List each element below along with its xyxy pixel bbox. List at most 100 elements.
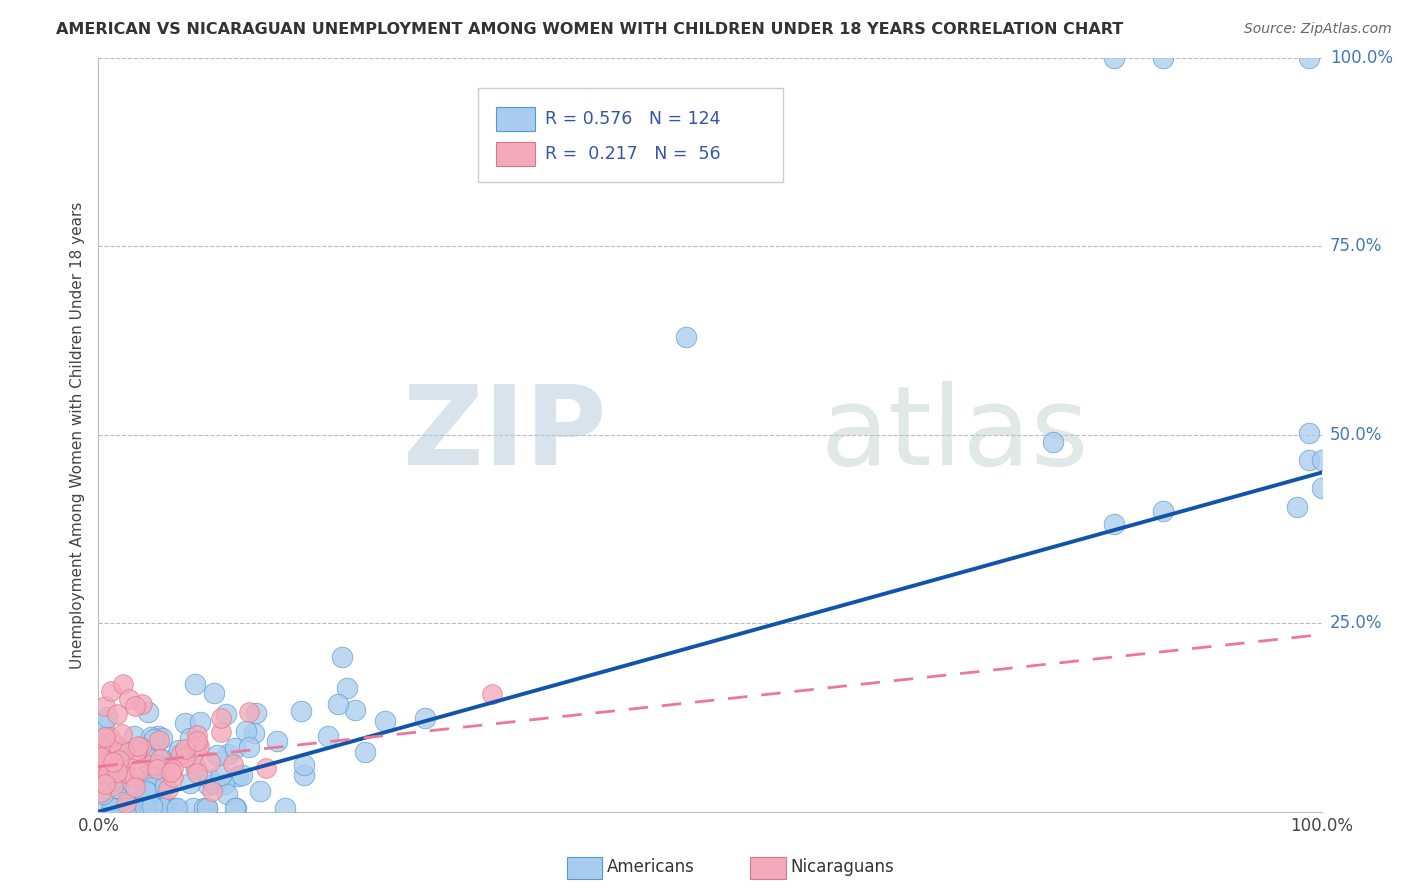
Point: [173, 715, 195, 730]
Point: [138, 786, 160, 800]
Point: [134, 801, 156, 815]
Point: [226, 769, 249, 783]
Point: [195, 801, 218, 815]
Point: [166, 747, 188, 762]
Point: [183, 756, 205, 771]
Point: [118, 801, 141, 815]
Point: [110, 743, 132, 757]
Point: [184, 762, 207, 776]
Point: [139, 758, 162, 772]
Point: [166, 801, 188, 815]
Point: [115, 801, 138, 815]
Point: [103, 801, 125, 815]
Point: [124, 699, 146, 714]
Point: [120, 801, 142, 815]
Point: [127, 801, 149, 815]
Text: Americans: Americans: [607, 858, 695, 876]
Point: [127, 801, 149, 815]
Point: [93, 699, 115, 714]
Point: [238, 705, 260, 719]
Text: 100.0%: 100.0%: [1330, 49, 1393, 67]
Point: [134, 800, 156, 814]
Point: [89, 738, 111, 752]
Point: [224, 740, 246, 755]
Point: [1310, 481, 1333, 495]
Point: [238, 740, 260, 755]
Point: [112, 744, 135, 758]
Point: [93, 777, 115, 791]
Point: [90, 749, 112, 764]
Point: [111, 676, 134, 690]
Point: [139, 774, 162, 789]
Point: [413, 711, 436, 725]
Point: [202, 777, 225, 791]
Point: [141, 730, 163, 744]
Point: [146, 762, 169, 776]
Text: R =  0.217   N =  56: R = 0.217 N = 56: [546, 145, 720, 162]
Point: [292, 767, 315, 781]
Point: [139, 787, 162, 801]
Point: [141, 747, 163, 762]
Point: [353, 745, 375, 759]
Point: [118, 801, 141, 815]
Point: [1152, 51, 1174, 65]
Point: [187, 739, 209, 753]
Point: [249, 784, 271, 798]
Point: [326, 697, 349, 711]
Point: [193, 801, 215, 815]
Point: [344, 703, 367, 717]
Point: [374, 714, 396, 728]
Point: [336, 681, 359, 696]
Point: [100, 731, 122, 745]
Point: [254, 761, 277, 775]
Point: [139, 770, 162, 784]
Point: [1102, 51, 1125, 65]
Point: [183, 677, 205, 691]
Point: [174, 749, 197, 764]
Point: [217, 747, 239, 762]
Point: [135, 783, 157, 797]
Point: [160, 801, 183, 815]
Point: [93, 763, 115, 777]
Point: [174, 742, 197, 756]
Point: [129, 739, 152, 754]
Point: [142, 780, 165, 794]
Point: [186, 738, 208, 752]
Point: [149, 752, 172, 766]
Point: [90, 785, 112, 799]
Point: [104, 739, 127, 754]
Point: [127, 801, 149, 815]
Point: [124, 754, 146, 768]
Point: [89, 772, 111, 787]
Point: [94, 729, 117, 743]
Point: [150, 731, 173, 746]
Point: [93, 715, 115, 730]
Point: [93, 759, 115, 773]
Point: [97, 766, 120, 780]
Point: [94, 764, 117, 779]
Point: [224, 801, 246, 815]
Point: [200, 783, 222, 797]
Point: [128, 763, 150, 777]
Point: [1298, 51, 1320, 65]
Point: [212, 777, 235, 791]
Point: [115, 801, 138, 815]
Point: [146, 730, 169, 744]
Text: Source: ZipAtlas.com: Source: ZipAtlas.com: [1244, 22, 1392, 37]
Point: [179, 731, 201, 746]
FancyBboxPatch shape: [496, 107, 536, 131]
Point: [169, 747, 191, 762]
Point: [197, 778, 219, 792]
Point: [105, 706, 128, 721]
Point: [222, 757, 245, 772]
Point: [121, 775, 143, 789]
Point: [235, 724, 257, 739]
Y-axis label: Unemployment Among Women with Children Under 18 years: Unemployment Among Women with Children U…: [70, 202, 86, 668]
Point: [198, 772, 221, 786]
Point: [134, 747, 156, 761]
Point: [150, 752, 173, 766]
Point: [93, 775, 115, 789]
Point: [155, 759, 177, 773]
Point: [245, 706, 267, 720]
Text: ZIP: ZIP: [402, 382, 606, 488]
